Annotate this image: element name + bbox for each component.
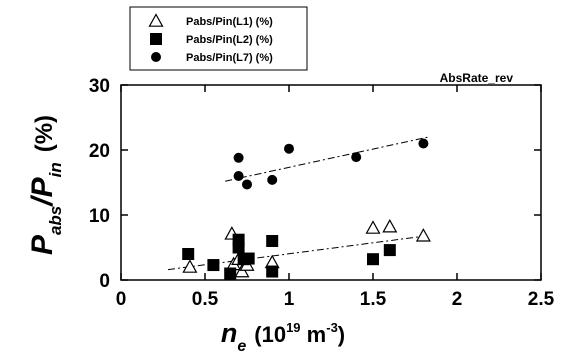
point-l7 — [242, 179, 252, 190]
legend-label-point-l2: Pabs/Pin(L2) (%) — [186, 34, 273, 46]
legend-label-point-l7: Pabs/Pin(L7) (%) — [186, 52, 273, 64]
legend-marker-point-l7 — [151, 52, 161, 62]
legend-marker-point-l1 — [148, 13, 164, 27]
y-tick-label: 30 — [89, 76, 110, 97]
point-l7 — [351, 152, 362, 163]
chart-annotation: AbsRate_rev — [440, 71, 514, 85]
point-l2 — [232, 241, 245, 254]
point-l2 — [182, 248, 195, 260]
point-l7 — [233, 171, 244, 181]
x-tick-label: 1 — [284, 289, 295, 310]
x-label-unit-prefix: (10 — [254, 322, 286, 347]
x-tick-label: 0.5 — [192, 289, 219, 310]
x-label-exp-19: 19 — [286, 320, 300, 335]
point-l2 — [207, 259, 220, 272]
svg-text:Pabs/Pin(%): Pabs/Pin (%) — [26, 115, 65, 255]
legend-marker-point-l2 — [150, 33, 162, 45]
point-l7 — [284, 143, 294, 154]
point-l1 — [382, 218, 398, 233]
fit-line — [167, 235, 427, 271]
plot-area-frame — [120, 84, 542, 281]
x-label-unit-mid: m — [301, 322, 327, 347]
y-label-p: P — [26, 234, 59, 255]
y-tick-label: 0 — [99, 271, 110, 292]
point-l1 — [415, 228, 431, 242]
x-label-unit-suffix: ) — [338, 322, 345, 347]
point-l2 — [367, 253, 379, 266]
y-label-sep: /P — [26, 176, 59, 207]
point-l7 — [267, 174, 278, 185]
legend-label-point-l1: Pabs/Pin(L1) (%) — [186, 16, 273, 28]
svg-text:ne(1019 m-3): ne (1019 m-3) — [221, 318, 345, 355]
x-tick-label: 2 — [452, 289, 463, 310]
y-label-sub-abs: abs — [46, 206, 65, 235]
x-label-n: n — [221, 318, 238, 348]
point-l2 — [266, 235, 279, 247]
y-axis-label: Pabs/Pin (%) — [26, 115, 65, 255]
point-l1 — [365, 220, 381, 234]
fit-line — [225, 136, 429, 182]
y-tick-label: 10 — [89, 206, 110, 227]
point-l2 — [383, 244, 396, 257]
x-tick-label: 1.5 — [360, 289, 387, 310]
point-l2 — [224, 267, 237, 280]
y-label-sub-in: in — [46, 162, 65, 177]
data-points — [182, 138, 431, 280]
x-axis-label: ne (1019 m-3) — [221, 318, 345, 355]
point-l7 — [233, 152, 244, 163]
x-tick-label: 2.5 — [528, 289, 555, 310]
y-tick-label: 20 — [89, 141, 110, 162]
point-l2 — [242, 252, 255, 265]
y-label-unit: (%) — [31, 115, 58, 152]
axis-ticks: 0 0.5 1 1.5 2 2.5 0 10 20 30 — [89, 76, 555, 310]
point-l7 — [418, 138, 429, 149]
x-tick-label: 0 — [116, 289, 127, 310]
point-l1 — [234, 263, 250, 278]
point-l2 — [266, 265, 279, 278]
x-label-exp-neg3: -3 — [326, 320, 338, 335]
x-label-sub-e: e — [237, 338, 246, 355]
legend: Pabs/Pin(L1) (%) Pabs/Pin(L2) (%) Pabs/Pin… — [129, 6, 308, 71]
fit-lines — [167, 136, 429, 271]
point-l1 — [182, 259, 198, 273]
